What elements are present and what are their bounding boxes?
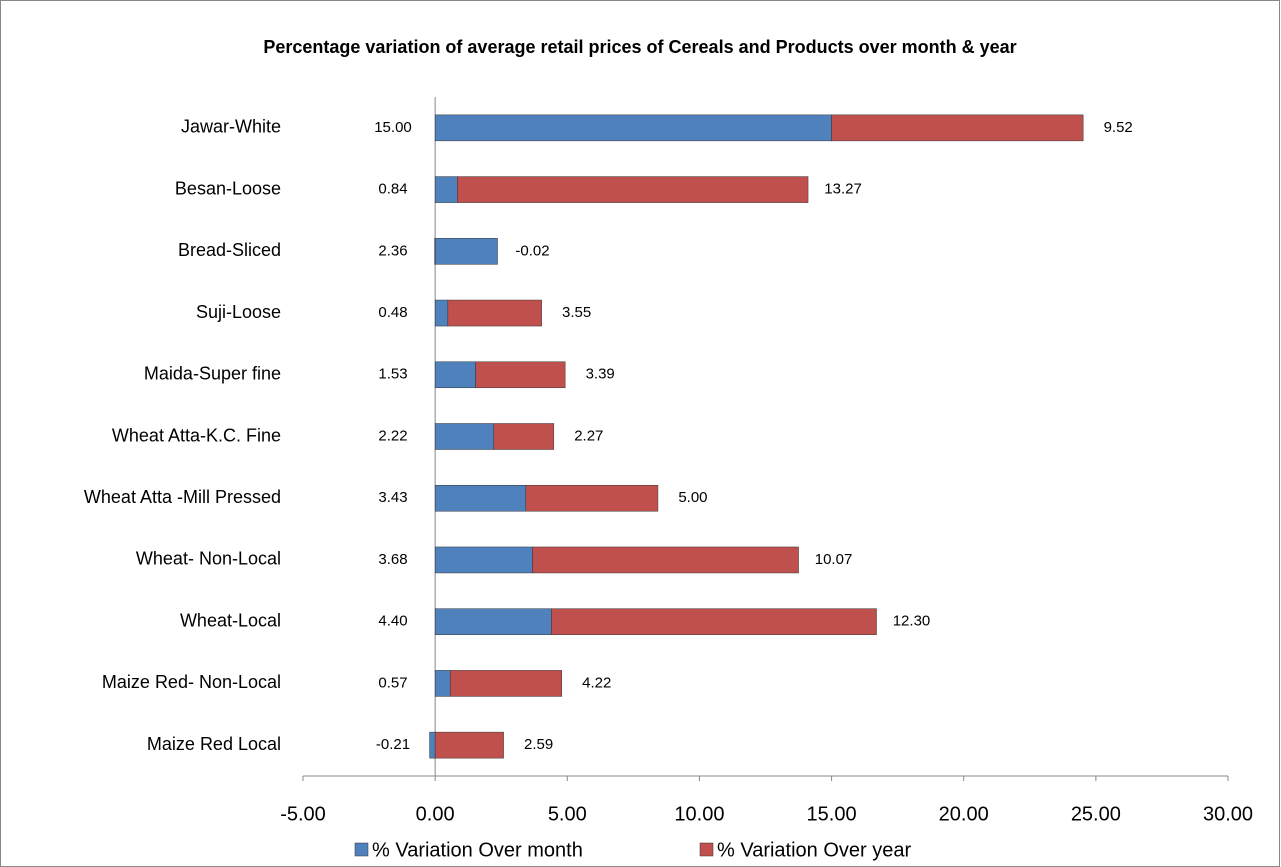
bar-segment	[475, 361, 566, 389]
bar-segment	[434, 608, 552, 635]
bar-segment	[434, 484, 527, 512]
value-label: 15.00	[374, 119, 412, 136]
value-label: 3.55	[562, 304, 591, 321]
bar-segment	[831, 114, 1084, 142]
legend-label: % Variation Over year	[717, 839, 911, 861]
y-tick-label: Maize Red Local	[147, 734, 281, 754]
bar-segment	[434, 238, 436, 265]
bar-segment	[551, 608, 877, 635]
bar-segment	[434, 238, 498, 265]
bar-segment	[434, 176, 458, 203]
y-tick-label: Besan-Loose	[175, 178, 281, 198]
bar-segment	[434, 670, 451, 697]
value-label: -0.02	[515, 242, 549, 259]
y-tick-label: Jawar-White	[181, 117, 281, 137]
y-tick-label: Maida-Super fine	[144, 364, 281, 384]
bar-segment	[434, 299, 449, 327]
legend-swatch	[354, 842, 369, 857]
value-label: 13.27	[824, 181, 862, 198]
x-tick-label: 25.00	[1071, 803, 1121, 825]
value-label: 1.53	[378, 366, 407, 383]
bar-segment	[434, 423, 495, 450]
value-label: 3.39	[586, 366, 615, 383]
y-tick-label: Bread-Sliced	[178, 240, 281, 260]
value-label: 12.30	[893, 613, 931, 630]
bar-segment	[493, 423, 555, 450]
y-tick-label: Maize Red- Non-Local	[102, 672, 281, 692]
y-tick-label: Wheat Atta -Mill Pressed	[84, 487, 281, 507]
legend-label: % Variation Over month	[372, 839, 583, 861]
value-label: 2.59	[524, 736, 553, 753]
value-label: 4.22	[582, 674, 611, 691]
value-label: 2.36	[378, 242, 407, 259]
bar-segment	[434, 114, 832, 142]
bar-segment	[429, 731, 436, 759]
value-label: 3.68	[378, 551, 407, 568]
value-label: 3.43	[378, 489, 407, 506]
bar-segment	[532, 546, 799, 574]
legend-swatch	[699, 842, 714, 857]
value-label: 5.00	[678, 489, 707, 506]
bar-segment	[434, 546, 533, 574]
bar-segment	[449, 670, 562, 697]
chart-title: Percentage variation of average retail p…	[263, 37, 1016, 57]
bar-segment	[434, 731, 504, 759]
x-tick-label: 5.00	[548, 803, 587, 825]
value-label: 9.52	[1104, 119, 1133, 136]
bar-segment	[457, 176, 809, 203]
y-tick-label: Wheat Atta-K.C. Fine	[112, 425, 281, 445]
bar-segment	[447, 299, 542, 327]
value-label: 10.07	[815, 551, 853, 568]
value-label: 2.27	[574, 427, 603, 444]
y-tick-label: Wheat- Non-Local	[136, 549, 281, 569]
value-label: 0.84	[378, 181, 407, 198]
x-tick-label: 0.00	[416, 803, 455, 825]
value-label: -0.21	[376, 736, 410, 753]
value-label: 2.22	[378, 427, 407, 444]
value-label: 4.40	[378, 613, 407, 630]
value-label: 0.57	[378, 674, 407, 691]
x-tick-label: -5.00	[280, 803, 326, 825]
y-tick-label: Wheat-Local	[180, 610, 281, 630]
y-tick-label: Suji-Loose	[196, 302, 281, 322]
x-tick-label: 10.00	[674, 803, 724, 825]
bar-segment	[434, 361, 476, 389]
bar-segment	[525, 484, 659, 512]
x-tick-label: 30.00	[1203, 803, 1253, 825]
value-label: 0.48	[378, 304, 407, 321]
x-tick-label: 20.00	[939, 803, 989, 825]
x-tick-label: 15.00	[807, 803, 857, 825]
